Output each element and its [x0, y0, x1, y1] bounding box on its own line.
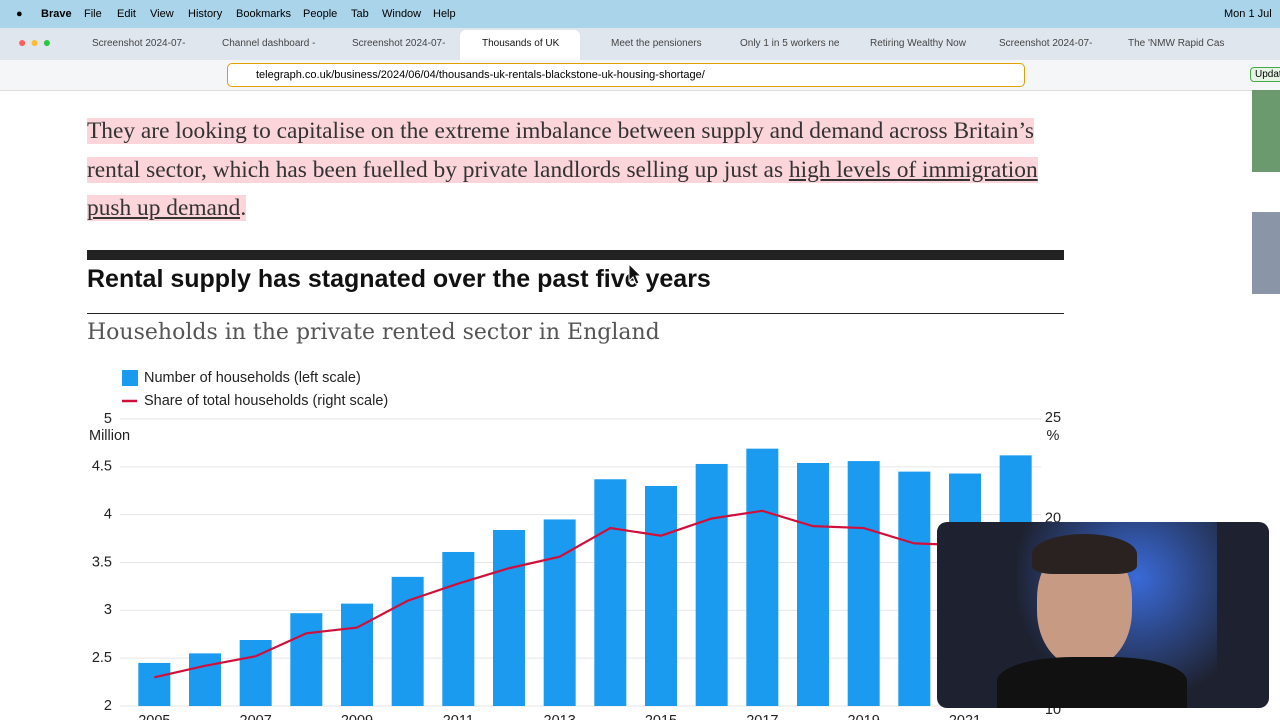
bar [341, 603, 373, 706]
highlight-text: . [240, 195, 247, 221]
x-tick-label: 2013 [544, 713, 576, 720]
bar [645, 485, 677, 706]
thumbnail[interactable] [1252, 90, 1280, 172]
bar [594, 479, 627, 706]
x-tick-label: 2011 [443, 713, 474, 720]
chart-title: Households in the private rented sector … [87, 320, 660, 345]
x-tick-label: 2009 [341, 713, 373, 720]
menu-item[interactable]: Window [382, 8, 422, 20]
update-button[interactable]: Updat [1250, 67, 1280, 82]
active-tab[interactable]: Thousands of UK [482, 38, 560, 49]
chart-heading: Rental supply has stagnated over the pas… [87, 265, 711, 293]
rule [87, 313, 1064, 314]
url-text: telegraph.co.uk/business/2024/06/04/thou… [256, 69, 705, 81]
x-tick-label: 2005 [138, 713, 170, 720]
menu-bar: ● Brave File Edit View History Bookmarks… [0, 0, 1280, 28]
bar [442, 551, 475, 706]
legend-swatch [122, 370, 138, 386]
bar [695, 463, 728, 706]
y-axis-label: Million [89, 428, 130, 444]
line [154, 509, 1016, 679]
paragraph: They are looking to capitalise on the ex… [87, 112, 1072, 228]
menu-item[interactable]: History [188, 8, 223, 20]
bar [239, 639, 272, 706]
webcam-overlay [937, 522, 1269, 708]
tab[interactable]: Meet the pensioners [611, 38, 702, 49]
y-tick-label: 5 [104, 411, 112, 427]
y-tick-label: 3 [104, 602, 112, 618]
y2-axis-label: % [1047, 428, 1060, 444]
y-tick-label: 4.5 [92, 459, 112, 475]
tab[interactable]: Retiring Wealthy Now [870, 38, 966, 49]
rule [87, 250, 1064, 260]
cursor [628, 263, 642, 285]
bar [138, 662, 171, 706]
bar [543, 519, 576, 706]
menu-item[interactable]: File [84, 8, 102, 20]
tab[interactable]: Screenshot 2024-07- [352, 38, 446, 49]
y-tick-label: 3.5 [92, 554, 112, 570]
apple-icon[interactable]: ● [16, 8, 23, 20]
bar [746, 448, 779, 706]
menu-item[interactable]: Bookmarks [236, 8, 292, 20]
tab[interactable]: Channel dashboard - [222, 38, 316, 49]
bar [391, 576, 424, 706]
bar [898, 471, 931, 706]
y-tick-label: 4 [104, 506, 112, 522]
x-tick-label: 2017 [746, 713, 778, 720]
bar [847, 461, 880, 706]
clock: Mon 1 Jul [1224, 8, 1272, 20]
tab[interactable]: Screenshot 2024-07- [92, 38, 186, 49]
legend-label: Number of households (left scale) [144, 370, 361, 386]
bar [290, 613, 323, 706]
menu-item[interactable]: View [150, 8, 174, 20]
menu-item[interactable]: Help [433, 8, 456, 20]
menu-item[interactable]: People [303, 8, 338, 20]
window-controls[interactable]: ● ● ● [18, 34, 52, 50]
y-tick-label: 2.5 [92, 650, 112, 666]
x-tick-label: 2021 [949, 713, 981, 720]
tab[interactable]: The 'NMW Rapid Cas [1128, 38, 1225, 49]
address-bar[interactable]: telegraph.co.uk/business/2024/06/04/thou… [227, 63, 1025, 87]
y-tick-label: 2 [104, 698, 112, 714]
legend-label: Share of total households (right scale) [144, 393, 388, 409]
app-name[interactable]: Brave [41, 8, 72, 20]
tab[interactable]: Screenshot 2024-07- [999, 38, 1093, 49]
y2-tick-label: 25 [1045, 410, 1061, 426]
bar [797, 463, 829, 706]
tab[interactable]: Only 1 in 5 workers ne [740, 38, 840, 49]
bar [189, 653, 221, 706]
menu-item[interactable]: Tab [351, 8, 369, 20]
x-tick-label: 2019 [848, 713, 880, 720]
x-tick-label: 2007 [240, 713, 272, 720]
x-tick-label: 2015 [645, 713, 677, 720]
thumbnail[interactable] [1252, 212, 1280, 294]
tab-bar: ● ● ● Screenshot 2024-07- Channel dashbo… [0, 28, 1280, 60]
menu-item[interactable]: Edit [117, 8, 136, 20]
bar [493, 529, 525, 706]
